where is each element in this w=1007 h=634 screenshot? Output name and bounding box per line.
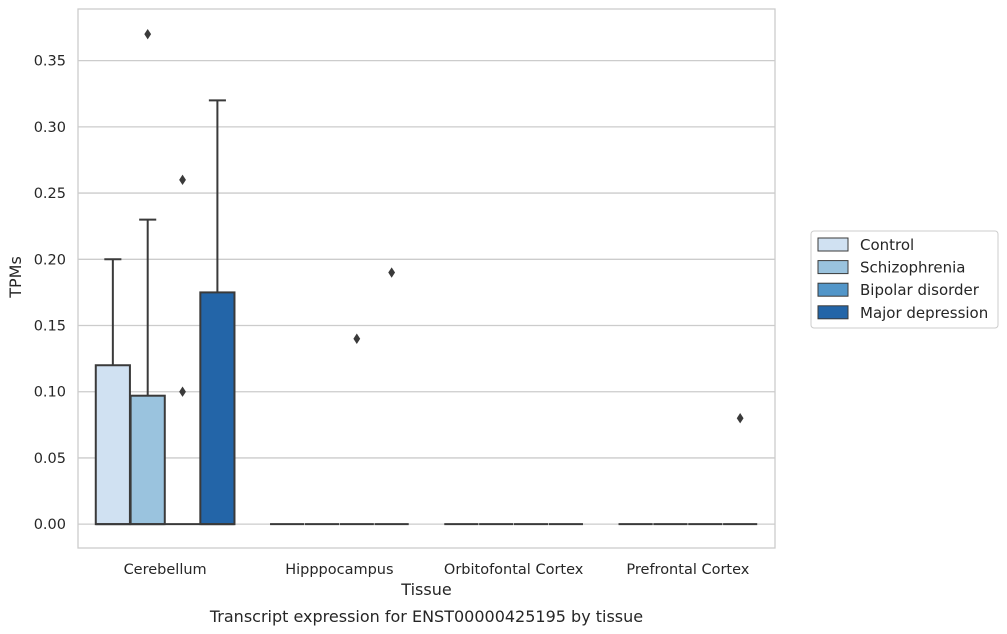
outlier-point (736, 413, 744, 424)
y-tick-label: 0.20 (34, 252, 66, 268)
legend: Control Schizophrenia Bipolar disorder Majo… (810, 230, 999, 329)
y-tick-label: 0.00 (34, 517, 66, 533)
legend-swatch (817, 260, 849, 275)
box-body (94, 364, 131, 526)
outlier-points (144, 28, 744, 424)
legend-swatch (817, 305, 849, 320)
legend-label: Bipolar disorder (860, 281, 980, 299)
legend-label: Major depression (860, 304, 988, 322)
legend-items: Control Schizophrenia Bipolar disorder Majo… (817, 236, 988, 322)
y-tick-label: 0.15 (34, 319, 66, 335)
plot-frame (77, 8, 776, 549)
legend-label: Control (860, 236, 914, 254)
legend-swatch (817, 237, 849, 252)
legend-label: Schizophrenia (860, 259, 965, 277)
y-tick-label: 0.05 (34, 451, 66, 467)
box-series (94, 99, 758, 526)
chart-caption: Transcript expression for ENST0000042519… (209, 607, 643, 626)
x-axis-ticks: Cerebellum Hipppocampus Orbitofontal Corte… (124, 562, 750, 578)
x-tick-label: Prefrontal Cortex (626, 562, 749, 578)
outlier-point (179, 386, 186, 397)
outlier-point (388, 267, 396, 278)
x-tick-label: Hipppocampus (285, 562, 393, 578)
y-tick-label: 0.35 (34, 54, 66, 70)
y-tick-label: 0.10 (34, 385, 66, 401)
y-tick-label: 0.30 (34, 120, 66, 136)
legend-swatch (817, 282, 849, 297)
outlier-point (353, 333, 361, 344)
y-axis-label: TPMs (6, 256, 25, 299)
legend-frame (810, 230, 999, 329)
y-tick-label: 0.25 (34, 186, 66, 202)
x-tick-label: Cerebellum (124, 562, 207, 578)
y-axis-ticks: 0.00 0.05 0.10 0.15 0.20 0.25 0.30 0.35 (34, 54, 66, 534)
outlier-point (144, 28, 152, 40)
gridlines (78, 59, 775, 525)
box-body (129, 394, 166, 526)
x-tick-label: Orbitofontal Cortex (444, 562, 584, 578)
outlier-point (179, 174, 186, 186)
box-control (94, 258, 131, 526)
box-schizophrenia (129, 218, 166, 526)
box-major-depression (199, 99, 236, 526)
box-body (199, 291, 236, 526)
x-axis-label: Tissue (400, 580, 451, 599)
